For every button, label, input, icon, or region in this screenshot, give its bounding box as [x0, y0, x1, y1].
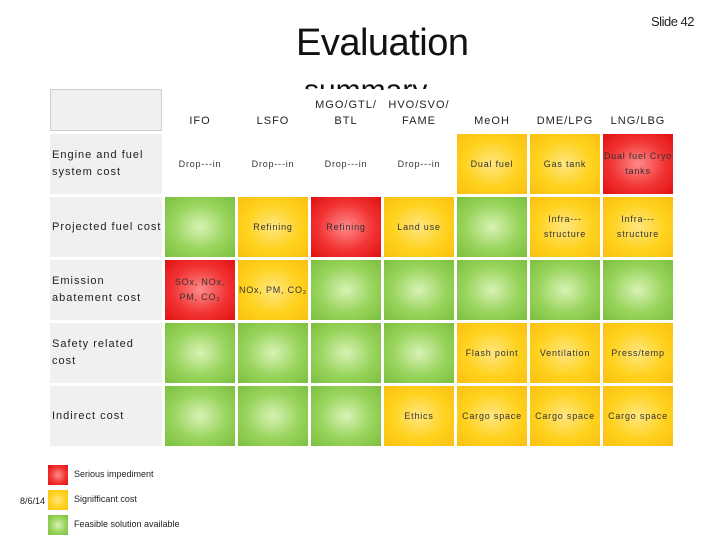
column-header-meoh: MeOH [457, 89, 527, 131]
matrix-cell: Infra‐‐‐ structure [530, 197, 600, 257]
matrix-cell [238, 386, 308, 446]
matrix-cell: Flash point [457, 323, 527, 383]
column-header-mgo: MGO/GTL/ BTL [311, 89, 381, 131]
table-row: Projected fuel cost Refining Refining La… [50, 197, 673, 257]
header-row: IFO LSFO MGO/GTL/ BTL HVO/SVO/ FAME MeOH… [50, 89, 673, 131]
matrix-cell [530, 260, 600, 320]
matrix-cell: Cargo space [457, 386, 527, 446]
matrix-cell [311, 260, 381, 320]
legend-swatch [48, 490, 68, 510]
matrix-cell: Drop-‐‐in [311, 134, 381, 194]
column-header-ifo: IFO [165, 89, 235, 131]
column-header-lsfo: LSFO [238, 89, 308, 131]
table-row: Indirect cost Ethics Cargo space Cargo s… [50, 386, 673, 446]
legend-item-feasible: Feasible solution available [48, 515, 248, 535]
matrix-cell: Drop-‐‐in [384, 134, 454, 194]
legend-item-serious: Serious impediment [48, 465, 248, 485]
column-header-hvo: HVO/SVO/ FAME [384, 89, 454, 131]
row-label: Indirect cost [50, 386, 162, 446]
slide-date: 8/6/14 [20, 496, 46, 506]
matrix-cell [165, 323, 235, 383]
matrix-cell [457, 197, 527, 257]
row-label: Engine and fuel system cost [50, 134, 162, 194]
column-header-corner [50, 89, 162, 131]
table-row: Safety related cost Flash point Ventilat… [50, 323, 673, 383]
evaluation-matrix: IFO LSFO MGO/GTL/ BTL HVO/SVO/ FAME MeOH… [47, 86, 676, 449]
matrix-cell: Press/temp [603, 323, 673, 383]
matrix-cell: Drop-‐‐in [165, 134, 235, 194]
matrix-cell: Refining [238, 197, 308, 257]
legend-item-significant: Signifficant cost [48, 490, 248, 510]
matrix-cell [457, 260, 527, 320]
row-label: Projected fuel cost [50, 197, 162, 257]
table-row: Emission abatement cost SOx, NOx, PM, CO… [50, 260, 673, 320]
matrix-cell [603, 260, 673, 320]
matrix-cell: Gas tank [530, 134, 600, 194]
legend-label: Signifficant cost [74, 494, 137, 504]
matrix-cell: SOx, NOx, PM, CO₂ [165, 260, 235, 320]
matrix-cell: NOx, PM, CO₂ [238, 260, 308, 320]
matrix-cell [384, 260, 454, 320]
column-header-lng: LNG/LBG [603, 89, 673, 131]
legend-label: Serious impediment [74, 469, 154, 479]
slide-number: Slide 42 [651, 14, 694, 29]
row-label: Safety related cost [50, 323, 162, 383]
matrix-cell [165, 197, 235, 257]
table-row: Engine and fuel system cost Drop-‐‐in Dr… [50, 134, 673, 194]
slide-title: Evaluation [296, 22, 469, 64]
column-header-dme: DME/LPG [530, 89, 600, 131]
matrix-cell: Dual fuel Cryo tanks [603, 134, 673, 194]
matrix-cell: Drop-‐‐in [238, 134, 308, 194]
matrix-cell: Refining [311, 197, 381, 257]
row-label: Emission abatement cost [50, 260, 162, 320]
matrix-cell: Cargo space [603, 386, 673, 446]
matrix-cell: Dual fuel [457, 134, 527, 194]
matrix-cell: Land use [384, 197, 454, 257]
slide-subtitle-fragment: summary [304, 76, 427, 90]
legend-label: Feasible solution available [74, 519, 180, 529]
matrix-cell [165, 386, 235, 446]
matrix-cell [311, 386, 381, 446]
matrix-cell: Ethics [384, 386, 454, 446]
matrix-cell: Ventilation [530, 323, 600, 383]
legend-swatch [48, 515, 68, 535]
matrix-cell [384, 323, 454, 383]
legend-swatch [48, 465, 68, 485]
matrix-cell: Infra‐‐‐ structure [603, 197, 673, 257]
matrix-cell: Cargo space [530, 386, 600, 446]
matrix-cell [311, 323, 381, 383]
matrix-cell [238, 323, 308, 383]
